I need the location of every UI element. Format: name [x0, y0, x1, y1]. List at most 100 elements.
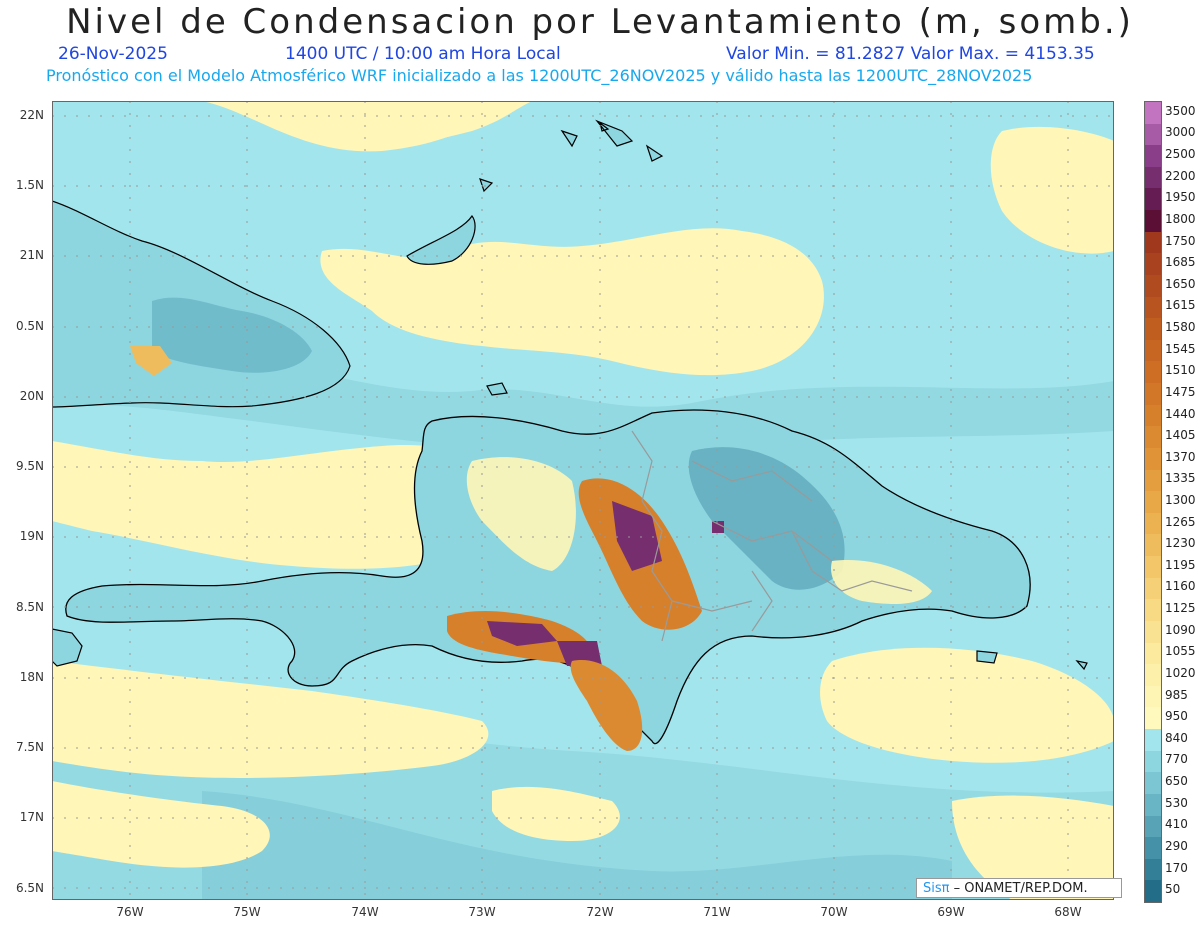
lat-label: 0.5N: [15, 319, 44, 333]
yellow-region: [202, 101, 492, 152]
yellow-patch: [831, 560, 932, 604]
inagua-island: [406, 214, 476, 265]
colorbar-swatch: [1145, 318, 1161, 341]
colorbar-swatch: [1145, 253, 1161, 276]
colorbar-swatch: [1145, 145, 1161, 168]
colorbar-label: 985: [1165, 687, 1188, 702]
colorbar-label: 3000: [1165, 125, 1196, 140]
colorbar-label: 1300: [1165, 493, 1196, 507]
colorbar-swatch: [1145, 750, 1161, 773]
colorbar-label: 1020: [1165, 665, 1196, 680]
small-islands: [479, 119, 664, 193]
lat-label: 17N: [19, 810, 44, 824]
colorbar-swatch: [1145, 274, 1161, 298]
lon-label: 71W: [703, 905, 731, 919]
colorbar-label: 1800: [1165, 211, 1196, 226]
colorbar-swatch: [1145, 642, 1161, 665]
colorbar-swatch: [1145, 880, 1161, 903]
colorbar-swatch: [1145, 383, 1161, 406]
colorbar-label: 1580: [1165, 320, 1196, 335]
purple-patch: [612, 501, 662, 571]
lon-label: 68W: [1054, 905, 1082, 919]
colorbar-label: 1475: [1165, 384, 1196, 399]
teal-band: [202, 791, 952, 900]
colorbar-swatch: [1145, 166, 1161, 189]
colorbar-label: 50: [1165, 882, 1181, 897]
graticule: [52, 101, 1114, 900]
forecast-time: 1400 UTC / 10:00 am Hora Local: [285, 44, 561, 64]
province-borders: [631, 430, 913, 642]
lon-label: 75W: [233, 905, 261, 919]
colorbar-label: 1545: [1165, 341, 1196, 356]
credit-text: – ONAMET/REP.DOM.: [949, 881, 1088, 896]
lcl-map: [52, 101, 1114, 900]
colorbar-label: 1160: [1165, 579, 1196, 594]
colorbar-swatch: [1145, 620, 1161, 644]
lat-label: 19N: [19, 529, 44, 543]
colorbar-label: 1370: [1165, 449, 1196, 464]
lon-label: 69W: [937, 905, 965, 919]
lat-label: 7.5N: [15, 740, 44, 754]
yellow-region: [990, 126, 1114, 254]
colorbar-swatch: [1145, 577, 1161, 600]
map-title: Nivel de Condensacion por Levantamiento …: [66, 2, 1134, 42]
map-canvas: [52, 101, 1114, 900]
colorbar-label: 1230: [1165, 536, 1196, 551]
lat-label: 18N: [19, 670, 44, 684]
model-subtitle: Pronóstico con el Modelo Atmosférico WRF…: [46, 66, 1033, 85]
colorbar-swatch: [1145, 469, 1161, 492]
purple-patch: [487, 621, 557, 646]
colorbar-swatch: [1145, 339, 1161, 362]
colorbar-swatch: [1145, 102, 1161, 125]
colorbar-label: 1090: [1165, 622, 1196, 637]
colorbar-swatch: [1145, 512, 1161, 535]
lon-label: 73W: [468, 905, 496, 919]
colorbar-label: 1055: [1165, 644, 1196, 659]
yellow-region: [820, 647, 1114, 763]
jamaica-landmass: [52, 628, 83, 667]
colorbar-swatch: [1145, 556, 1161, 579]
colorbar-label: 170: [1165, 860, 1188, 875]
credit-box: Sisπ – ONAMET/REP.DOM.: [916, 878, 1122, 898]
lat-label: 21N: [19, 248, 44, 262]
yellow-region: [52, 661, 489, 778]
colorbar-label: 1195: [1165, 557, 1196, 572]
colorbar-swatch: [1145, 858, 1161, 881]
value-min-max: Valor Min. = 81.2827 Valor Max. = 4153.3…: [726, 44, 1095, 64]
lon-label: 74W: [351, 905, 379, 919]
lon-label: 76W: [116, 905, 144, 919]
yellow-region: [52, 781, 270, 868]
colorbar-label: 2500: [1165, 147, 1196, 162]
colorbar-swatch: [1145, 188, 1161, 211]
colorbar-swatch: [1145, 534, 1161, 557]
colorbar-label: 1265: [1165, 514, 1196, 529]
colorbar-swatch: [1145, 729, 1161, 752]
colorbar-label: 530: [1165, 795, 1188, 810]
colorbar-label: 1335: [1165, 471, 1196, 486]
yellow-region: [952, 795, 1114, 900]
colorbar-label: 950: [1165, 709, 1188, 724]
colorbar-label: 770: [1165, 752, 1188, 767]
lat-label: 1.5N: [15, 178, 44, 192]
colorbar-swatch: [1145, 837, 1161, 860]
colorbar-swatch: [1145, 793, 1161, 816]
colorbar-swatch: [1145, 772, 1161, 795]
colorbar-swatch: [1145, 491, 1161, 514]
orange-patch: [130, 346, 172, 376]
colorbar-swatch: [1145, 404, 1161, 427]
purple-patch: [557, 641, 602, 666]
colorbar-label: 2200: [1165, 168, 1196, 183]
colorbar: [1144, 101, 1162, 903]
lat-label: 6.5N: [15, 881, 44, 895]
lon-label: 72W: [586, 905, 614, 919]
colorbar-label: 1650: [1165, 276, 1196, 291]
purple-patch: [712, 521, 724, 533]
sispi-logo: Sisπ: [923, 881, 950, 896]
colorbar-swatch: [1145, 685, 1161, 708]
colorbar-label: 1615: [1165, 298, 1196, 313]
colorbar-label: 3500: [1165, 103, 1196, 118]
colorbar-swatch: [1145, 815, 1161, 838]
colorbar-label: 1405: [1165, 428, 1196, 443]
yellow-region: [52, 441, 525, 569]
yellow-region: [492, 786, 620, 841]
